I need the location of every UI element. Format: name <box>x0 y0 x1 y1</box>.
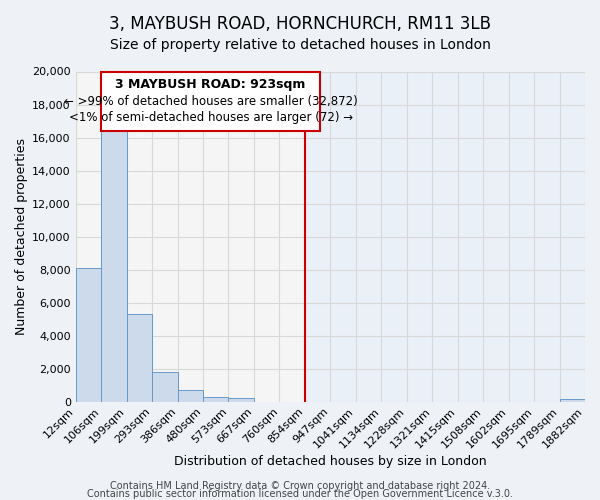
Text: <1% of semi-detached houses are larger (72) →: <1% of semi-detached houses are larger (… <box>68 112 353 124</box>
X-axis label: Distribution of detached houses by size in London: Distribution of detached houses by size … <box>174 454 487 468</box>
Text: ← >99% of detached houses are smaller (32,872): ← >99% of detached houses are smaller (3… <box>64 94 358 108</box>
Bar <box>229 398 254 402</box>
Y-axis label: Number of detached properties: Number of detached properties <box>15 138 28 335</box>
Text: 3 MAYBUSH ROAD: 923sqm: 3 MAYBUSH ROAD: 923sqm <box>115 78 306 91</box>
Bar <box>101 130 127 402</box>
Bar <box>178 390 203 402</box>
Bar <box>76 268 101 402</box>
Bar <box>76 72 305 402</box>
Text: Contains public sector information licensed under the Open Government Licence v.: Contains public sector information licen… <box>87 489 513 499</box>
Bar <box>127 314 152 402</box>
Bar <box>560 400 585 402</box>
Text: Size of property relative to detached houses in London: Size of property relative to detached ho… <box>110 38 490 52</box>
Text: Contains HM Land Registry data © Crown copyright and database right 2024.: Contains HM Land Registry data © Crown c… <box>110 481 490 491</box>
Bar <box>203 396 229 402</box>
Bar <box>305 72 585 402</box>
Bar <box>152 372 178 402</box>
FancyBboxPatch shape <box>101 72 320 131</box>
Text: 3, MAYBUSH ROAD, HORNCHURCH, RM11 3LB: 3, MAYBUSH ROAD, HORNCHURCH, RM11 3LB <box>109 15 491 33</box>
